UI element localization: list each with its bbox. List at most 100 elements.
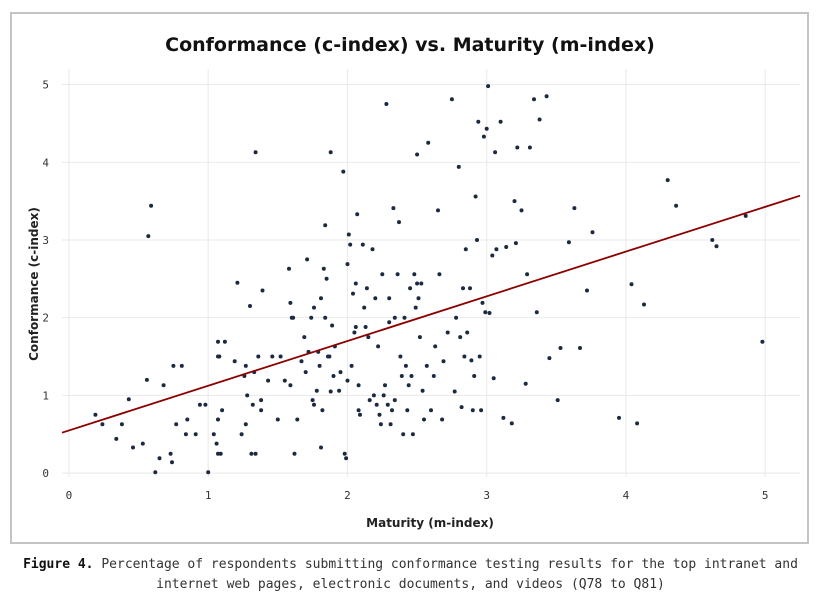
data-point (483, 310, 488, 315)
data-point (216, 339, 220, 344)
data-point (197, 402, 202, 407)
data-point (171, 363, 176, 368)
data-point (93, 412, 98, 417)
data-point (523, 381, 528, 386)
data-point (321, 266, 326, 271)
data-point (292, 451, 297, 456)
data-point (305, 257, 310, 262)
data-point (484, 126, 489, 131)
data-point (419, 281, 424, 286)
data-point (383, 383, 387, 388)
data-point (319, 296, 323, 301)
data-point (259, 398, 264, 403)
data-point (218, 451, 223, 456)
data-point (345, 262, 350, 267)
data-point (454, 315, 459, 320)
data-point (440, 417, 445, 422)
data-point (547, 356, 552, 361)
data-points (93, 84, 765, 475)
data-point (377, 412, 382, 417)
data-point (303, 370, 308, 375)
data-point (376, 344, 381, 349)
data-point (468, 286, 472, 291)
data-point (232, 359, 237, 364)
data-point (345, 378, 350, 383)
data-point (243, 422, 248, 427)
data-point (323, 223, 328, 228)
data-point (270, 354, 275, 359)
data-point (320, 408, 325, 413)
data-point (249, 451, 254, 456)
data-point (431, 374, 436, 378)
data-point (324, 276, 329, 281)
data-point (714, 244, 719, 249)
data-point (312, 305, 316, 310)
data-point (282, 378, 287, 383)
data-point (635, 421, 640, 426)
data-point (380, 272, 385, 277)
data-point (278, 354, 283, 359)
data-point (537, 117, 542, 122)
trend-line-group (61, 194, 801, 434)
data-point (331, 374, 336, 378)
data-point (338, 370, 343, 375)
y-tick-label: 0 (42, 467, 49, 480)
data-point (476, 119, 481, 124)
data-point (477, 354, 482, 359)
data-point (312, 402, 316, 407)
data-point (406, 383, 411, 388)
data-point (465, 330, 470, 335)
data-point (146, 234, 151, 239)
data-point (323, 315, 328, 320)
data-point (498, 119, 503, 124)
data-point (532, 97, 536, 102)
data-point (248, 304, 252, 308)
data-point (374, 402, 379, 407)
data-point (452, 389, 457, 394)
data-point (140, 441, 145, 446)
data-point (544, 94, 549, 99)
data-point (463, 247, 468, 252)
data-point (416, 296, 421, 301)
data-point (422, 417, 426, 422)
y-tick-label: 2 (42, 312, 49, 325)
data-point (193, 432, 198, 437)
data-point (245, 393, 250, 398)
data-point (266, 378, 271, 383)
data-point (420, 388, 425, 393)
data-point (364, 286, 369, 291)
data-point (153, 470, 158, 475)
data-point (392, 315, 397, 320)
data-point (309, 315, 314, 320)
x-tick-label: 2 (344, 489, 351, 502)
data-point (253, 451, 258, 456)
data-point (337, 388, 342, 393)
data-point (410, 432, 415, 437)
data-point (235, 280, 240, 285)
data-point (415, 281, 420, 286)
data-point (352, 330, 357, 335)
data-point (436, 208, 440, 213)
data-point (392, 398, 397, 403)
data-point (385, 402, 390, 407)
data-point (509, 421, 514, 426)
data-point (371, 393, 376, 398)
data-point (578, 346, 582, 350)
data-point (360, 242, 365, 247)
data-point (472, 374, 477, 378)
data-point (519, 208, 524, 213)
data-point (494, 247, 499, 252)
data-point (572, 206, 577, 211)
data-point (131, 445, 135, 450)
data-point (206, 470, 211, 475)
data-point (179, 363, 184, 368)
x-axis-label: Maturity (m-index) (366, 516, 494, 530)
data-point (424, 363, 429, 368)
figure-caption: Figure 4. Percentage of respondents subm… (0, 555, 821, 595)
data-point (487, 311, 492, 315)
data-point (429, 408, 433, 413)
data-point (214, 441, 219, 446)
data-point (211, 432, 216, 437)
data-point (317, 363, 322, 368)
trend-line (61, 194, 801, 434)
